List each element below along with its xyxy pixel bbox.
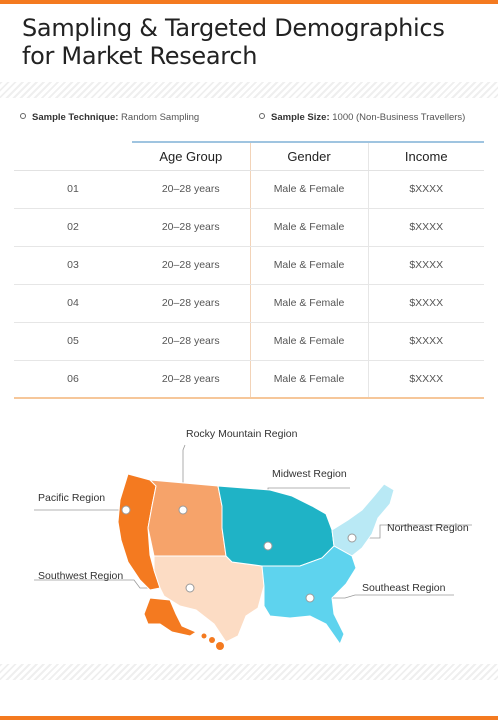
bottom-accent-bar [0, 716, 498, 720]
alaska-shape [143, 597, 198, 637]
table-row: 02 20–28 years Male & Female $XXXX [14, 208, 484, 247]
sample-technique-value: Random Sampling [118, 112, 200, 123]
page-title: Sampling & Targeted Demographics for Mar… [22, 14, 445, 70]
midwest-marker [263, 541, 273, 551]
label-southeast: Southeast Region [362, 582, 446, 594]
row-income: $XXXX [368, 284, 484, 323]
hawaii-shape [201, 633, 224, 650]
row-age-group: 20–28 years [132, 360, 250, 399]
header-income: Income [368, 141, 484, 171]
top-accent-bar [0, 0, 498, 4]
row-gender: Male & Female [249, 322, 369, 361]
southwest-marker [185, 583, 195, 593]
row-index: 05 [14, 322, 132, 361]
northeast-region [331, 483, 395, 557]
row-gender: Male & Female [249, 208, 369, 247]
row-income: $XXXX [368, 360, 484, 399]
label-midwest: Midwest Region [272, 468, 347, 480]
rocky-mountain-region [147, 479, 227, 557]
label-southwest: Southwest Region [38, 570, 124, 582]
table-header-row: Age Group Gender Income [14, 141, 484, 171]
table-row: 04 20–28 years Male & Female $XXXX [14, 284, 484, 323]
row-income: $XXXX [368, 208, 484, 247]
bullet-icon [20, 113, 26, 119]
us-regions-map: Rocky Mountain Region Midwest Region Pac… [0, 410, 498, 660]
sample-size-label: Sample Size: [271, 112, 330, 123]
row-index: 06 [14, 360, 132, 399]
label-pacific: Pacific Region [38, 492, 106, 504]
row-index: 03 [14, 246, 132, 285]
row-index: 01 [14, 170, 132, 209]
row-age-group: 20–28 years [132, 284, 250, 323]
bullet-icon [259, 113, 265, 119]
sample-size-value: 1000 (Non-Business Travellers) [329, 112, 466, 123]
header-gender: Gender [249, 141, 369, 171]
southeast-marker [305, 593, 315, 603]
sample-technique-label: Sample Technique: [32, 112, 119, 123]
pacific-marker [121, 505, 131, 515]
label-rocky-mountain: Rocky Mountain Region [186, 428, 298, 440]
table-row: 01 20–28 years Male & Female $XXXX [14, 170, 484, 209]
row-income: $XXXX [368, 246, 484, 285]
northeast-marker [347, 533, 357, 543]
row-age-group: 20–28 years [132, 322, 250, 361]
row-gender: Male & Female [249, 360, 369, 399]
row-age-group: 20–28 years [132, 208, 250, 247]
header-index [14, 142, 132, 171]
table-row: 05 20–28 years Male & Female $XXXX [14, 322, 484, 361]
midwest-region [217, 485, 335, 567]
hatch-divider-top [0, 82, 498, 98]
hatch-divider-bottom [0, 664, 498, 680]
us-map-graphic [34, 444, 472, 650]
row-age-group: 20–28 years [132, 170, 250, 209]
label-northeast: Northeast Region [387, 522, 469, 534]
row-income: $XXXX [368, 170, 484, 209]
sample-size: Sample Size: 1000 (Non-Business Travelle… [259, 112, 465, 123]
rocky-marker [178, 505, 188, 515]
sample-technique: Sample Technique: Random Sampling [20, 112, 199, 123]
row-income: $XXXX [368, 322, 484, 361]
table-row: 03 20–28 years Male & Female $XXXX [14, 246, 484, 285]
row-index: 04 [14, 284, 132, 323]
row-index: 02 [14, 208, 132, 247]
table-row: 06 20–28 years Male & Female $XXXX [14, 360, 484, 399]
row-age-group: 20–28 years [132, 246, 250, 285]
row-gender: Male & Female [249, 284, 369, 323]
row-gender: Male & Female [249, 170, 369, 209]
demographics-table: Age Group Gender Income 01 20–28 years M… [14, 141, 484, 399]
header-age-group: Age Group [132, 141, 250, 171]
row-gender: Male & Female [249, 246, 369, 285]
